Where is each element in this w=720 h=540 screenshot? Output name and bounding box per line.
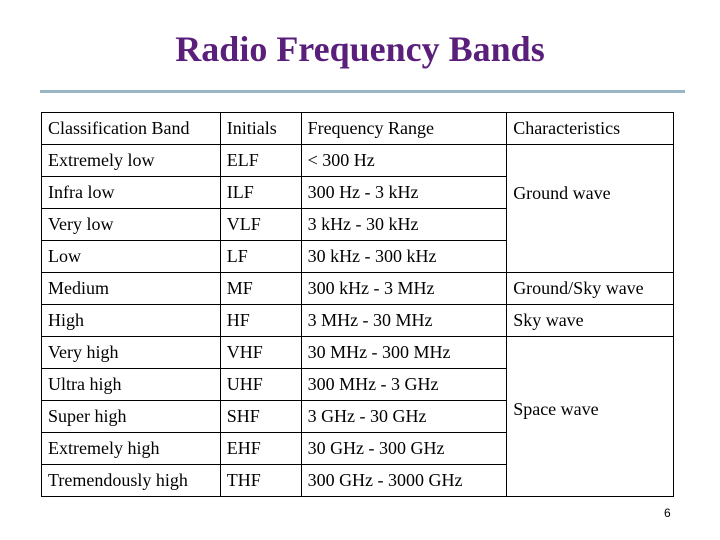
initials-cell: ILF [219, 176, 302, 209]
page-title: Radio Frequency Bands [175, 29, 545, 69]
band-cell: Tremendously high [41, 464, 221, 497]
table-row: Low LF 30 kHz - 300 kHz [41, 240, 674, 273]
characteristic-sky-wave: Sky wave [506, 304, 674, 337]
band-cell: High [41, 304, 221, 337]
table-row: Very low VLF 3 kHz - 30 kHz [41, 208, 674, 241]
table-row: High HF 3 MHz - 30 MHz Sky wave [41, 304, 674, 337]
table-row: Tremendously high THF 300 GHz - 3000 GHz [41, 464, 674, 497]
table-row: Very high VHF 30 MHz - 300 MHz Space wav… [41, 336, 674, 497]
characteristic-space-wave: Space wave [506, 336, 674, 497]
initials-cell: VLF [219, 208, 302, 241]
range-cell: 300 kHz - 3 MHz [300, 272, 508, 305]
range-cell: < 300 Hz [300, 144, 508, 177]
frequency-bands-table: Classification Band Initials Frequency R… [41, 112, 674, 497]
initials-cell: MF [219, 272, 302, 305]
table-row: Extremely low ELF < 300 Hz Ground wave [41, 144, 674, 273]
initials-cell: THF [219, 464, 302, 497]
initials-cell: SHF [219, 400, 302, 433]
band-cell: Infra low [41, 176, 221, 209]
range-cell: 30 MHz - 300 MHz [300, 336, 508, 369]
characteristic-ground-sky-wave: Ground/Sky wave [506, 272, 674, 305]
range-cell: 3 kHz - 30 kHz [300, 208, 508, 241]
initials-cell: EHF [219, 432, 302, 465]
range-cell: 3 MHz - 30 MHz [300, 304, 508, 337]
characteristic-ground-wave: Ground wave [506, 144, 674, 273]
band-cell: Ultra high [41, 368, 221, 401]
band-cell: Very low [41, 208, 221, 241]
initials-cell: LF [219, 240, 302, 273]
header-frequency-range: Frequency Range [300, 112, 508, 145]
band-cell: Super high [41, 400, 221, 433]
table-row: Super high SHF 3 GHz - 30 GHz [41, 400, 674, 433]
range-cell: 30 kHz - 300 kHz [300, 240, 508, 273]
band-cell: Low [41, 240, 221, 273]
range-cell: 300 GHz - 3000 GHz [300, 464, 508, 497]
band-cell: Very high [41, 336, 221, 369]
range-cell: 30 GHz - 300 GHz [300, 432, 508, 465]
band-cell: Extremely high [41, 432, 221, 465]
initials-cell: HF [219, 304, 302, 337]
table-row: Extremely high EHF 30 GHz - 300 GHz [41, 432, 674, 465]
table-header-row: Classification Band Initials Frequency R… [41, 112, 674, 145]
range-cell: 300 Hz - 3 kHz [300, 176, 508, 209]
header-initials: Initials [219, 112, 302, 145]
range-cell: 300 MHz - 3 GHz [300, 368, 508, 401]
initials-cell: ELF [219, 144, 302, 177]
table-row: Ultra high UHF 300 MHz - 3 GHz [41, 368, 674, 401]
page-number: 6 [664, 506, 671, 520]
header-characteristics: Characteristics [506, 112, 674, 145]
range-cell: 3 GHz - 30 GHz [300, 400, 508, 433]
band-cell: Medium [41, 272, 221, 305]
initials-cell: VHF [219, 336, 302, 369]
initials-cell: UHF [219, 368, 302, 401]
table-row: Infra low ILF 300 Hz - 3 kHz [41, 176, 674, 209]
table-row: Medium MF 300 kHz - 3 MHz Ground/Sky wav… [41, 272, 674, 305]
title-divider [40, 90, 685, 93]
header-classification-band: Classification Band [41, 112, 221, 145]
band-cell: Extremely low [41, 144, 221, 177]
